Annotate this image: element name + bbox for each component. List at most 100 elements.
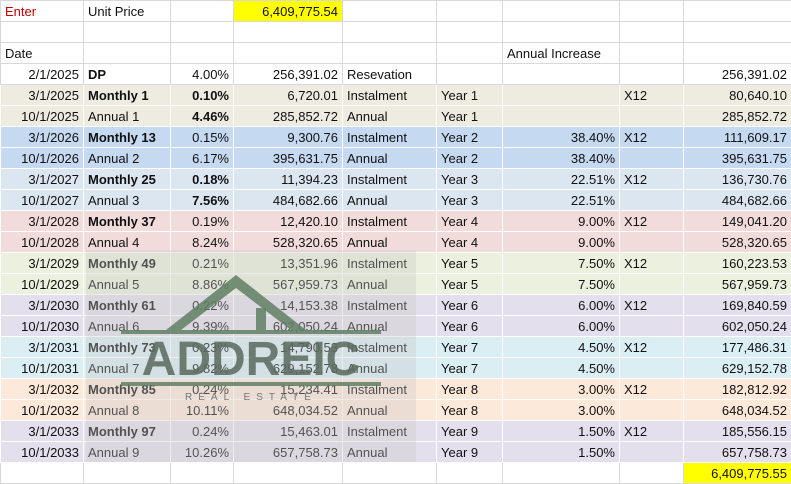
cell[interactable] (342, 462, 437, 484)
cell-name[interactable]: Annual 3 (83, 189, 171, 211)
cell[interactable] (170, 462, 234, 484)
unit-price-label[interactable]: Unit Price (83, 0, 171, 22)
cell-type[interactable]: Annual (342, 357, 437, 379)
cell-year[interactable]: Year 9 (436, 420, 503, 442)
cell-total[interactable]: 285,852.72 (683, 105, 791, 127)
cell-amount[interactable]: 9,300.76 (233, 126, 343, 148)
cell-total[interactable]: 528,320.65 (683, 231, 791, 253)
cell-name[interactable]: Monthly 37 (83, 210, 171, 232)
cell-year[interactable]: Year 4 (436, 210, 503, 232)
cell-pct[interactable]: 0.19% (170, 210, 234, 232)
cell-name[interactable]: Annual 1 (83, 105, 171, 127)
cell-increase[interactable]: 38.40% (502, 147, 620, 169)
date-header[interactable]: Date (0, 42, 84, 64)
cell[interactable] (83, 42, 171, 64)
cell-increase[interactable]: 38.40% (502, 126, 620, 148)
cell-year[interactable]: Year 5 (436, 252, 503, 274)
cell-increase[interactable]: 4.50% (502, 336, 620, 358)
cell-type[interactable]: Instalment (342, 294, 437, 316)
cell-year[interactable]: Year 9 (436, 441, 503, 463)
dp-total[interactable]: 256,391.02 (683, 63, 791, 85)
cell-mult[interactable]: X12 (619, 210, 684, 232)
cell[interactable] (683, 0, 791, 22)
cell-amount[interactable]: 528,320.65 (233, 231, 343, 253)
cell-pct[interactable]: 0.24% (170, 378, 234, 400)
cell-total[interactable]: 395,631.75 (683, 147, 791, 169)
cell-pct[interactable]: 9.82% (170, 357, 234, 379)
cell-year[interactable]: Year 6 (436, 294, 503, 316)
cell[interactable] (0, 21, 84, 43)
cell-total[interactable]: 648,034.52 (683, 399, 791, 421)
cell-date[interactable]: 3/1/2031 (0, 336, 84, 358)
cell-mult[interactable] (619, 105, 684, 127)
cell-amount[interactable]: 567,959.73 (233, 273, 343, 295)
cell-increase[interactable]: 1.50% (502, 420, 620, 442)
cell-mult[interactable] (619, 315, 684, 337)
dp-date[interactable]: 2/1/2025 (0, 63, 84, 85)
cell-year[interactable]: Year 7 (436, 336, 503, 358)
cell-type[interactable]: Annual (342, 399, 437, 421)
cell-pct[interactable]: 8.86% (170, 273, 234, 295)
cell-pct[interactable]: 0.24% (170, 420, 234, 442)
cell-type[interactable]: Annual (342, 273, 437, 295)
cell-amount[interactable]: 629,152.78 (233, 357, 343, 379)
cell-increase[interactable]: 6.00% (502, 294, 620, 316)
enter-label[interactable]: Enter (0, 0, 84, 22)
cell-name[interactable]: Monthly 85 (83, 378, 171, 400)
cell-pct[interactable]: 0.23% (170, 336, 234, 358)
cell-total[interactable]: 629,152.78 (683, 357, 791, 379)
cell-total[interactable]: 567,959.73 (683, 273, 791, 295)
cell-year[interactable]: Year 3 (436, 168, 503, 190)
cell-year[interactable]: Year 6 (436, 315, 503, 337)
cell-increase[interactable]: 7.50% (502, 273, 620, 295)
cell[interactable] (619, 42, 684, 64)
cell-name[interactable]: Annual 7 (83, 357, 171, 379)
annual-increase-header[interactable]: Annual Increase (502, 42, 620, 64)
cell[interactable] (0, 462, 84, 484)
cell-mult[interactable]: X12 (619, 252, 684, 274)
cell-name[interactable]: Annual 9 (83, 441, 171, 463)
cell-pct[interactable]: 10.11% (170, 399, 234, 421)
cell-total[interactable]: 149,041.20 (683, 210, 791, 232)
cell-increase[interactable]: 22.51% (502, 189, 620, 211)
cell-year[interactable]: Year 8 (436, 378, 503, 400)
cell-increase[interactable]: 22.51% (502, 168, 620, 190)
cell[interactable] (502, 21, 620, 43)
cell-date[interactable]: 10/1/2033 (0, 441, 84, 463)
cell-total[interactable]: 111,609.17 (683, 126, 791, 148)
cell-pct[interactable]: 9.39% (170, 315, 234, 337)
cell-amount[interactable]: 11,394.23 (233, 168, 343, 190)
cell-amount[interactable]: 395,631.75 (233, 147, 343, 169)
cell-amount[interactable]: 14,153.38 (233, 294, 343, 316)
cell-total[interactable]: 160,223.53 (683, 252, 791, 274)
cell-pct[interactable]: 0.21% (170, 252, 234, 274)
cell-mult[interactable] (619, 441, 684, 463)
cell-increase[interactable]: 1.50% (502, 441, 620, 463)
cell-date[interactable]: 10/1/2032 (0, 399, 84, 421)
cell-date[interactable]: 3/1/2028 (0, 210, 84, 232)
cell-name[interactable]: Annual 5 (83, 273, 171, 295)
cell-name[interactable]: Monthly 97 (83, 420, 171, 442)
cell-total[interactable]: 657,758.73 (683, 441, 791, 463)
cell-mult[interactable] (619, 273, 684, 295)
cell-amount[interactable]: 13,351.96 (233, 252, 343, 274)
cell-date[interactable]: 10/1/2028 (0, 231, 84, 253)
cell-total[interactable]: 80,640.10 (683, 84, 791, 106)
cell-date[interactable]: 10/1/2027 (0, 189, 84, 211)
cell-date[interactable]: 10/1/2030 (0, 315, 84, 337)
grand-total[interactable]: 6,409,775.55 (683, 462, 791, 484)
cell-amount[interactable]: 12,420.10 (233, 210, 343, 232)
cell-type[interactable]: Annual (342, 231, 437, 253)
cell-amount[interactable]: 15,463.01 (233, 420, 343, 442)
cell-pct[interactable]: 0.10% (170, 84, 234, 106)
cell[interactable] (683, 21, 791, 43)
cell-mult[interactable] (619, 357, 684, 379)
cell-mult[interactable]: X12 (619, 294, 684, 316)
cell-type[interactable]: Instalment (342, 378, 437, 400)
dp-pct[interactable]: 4.00% (170, 63, 234, 85)
cell[interactable] (342, 42, 437, 64)
cell-date[interactable]: 3/1/2025 (0, 84, 84, 106)
cell-name[interactable]: Annual 6 (83, 315, 171, 337)
cell-year[interactable]: Year 5 (436, 273, 503, 295)
cell-name[interactable]: Annual 8 (83, 399, 171, 421)
